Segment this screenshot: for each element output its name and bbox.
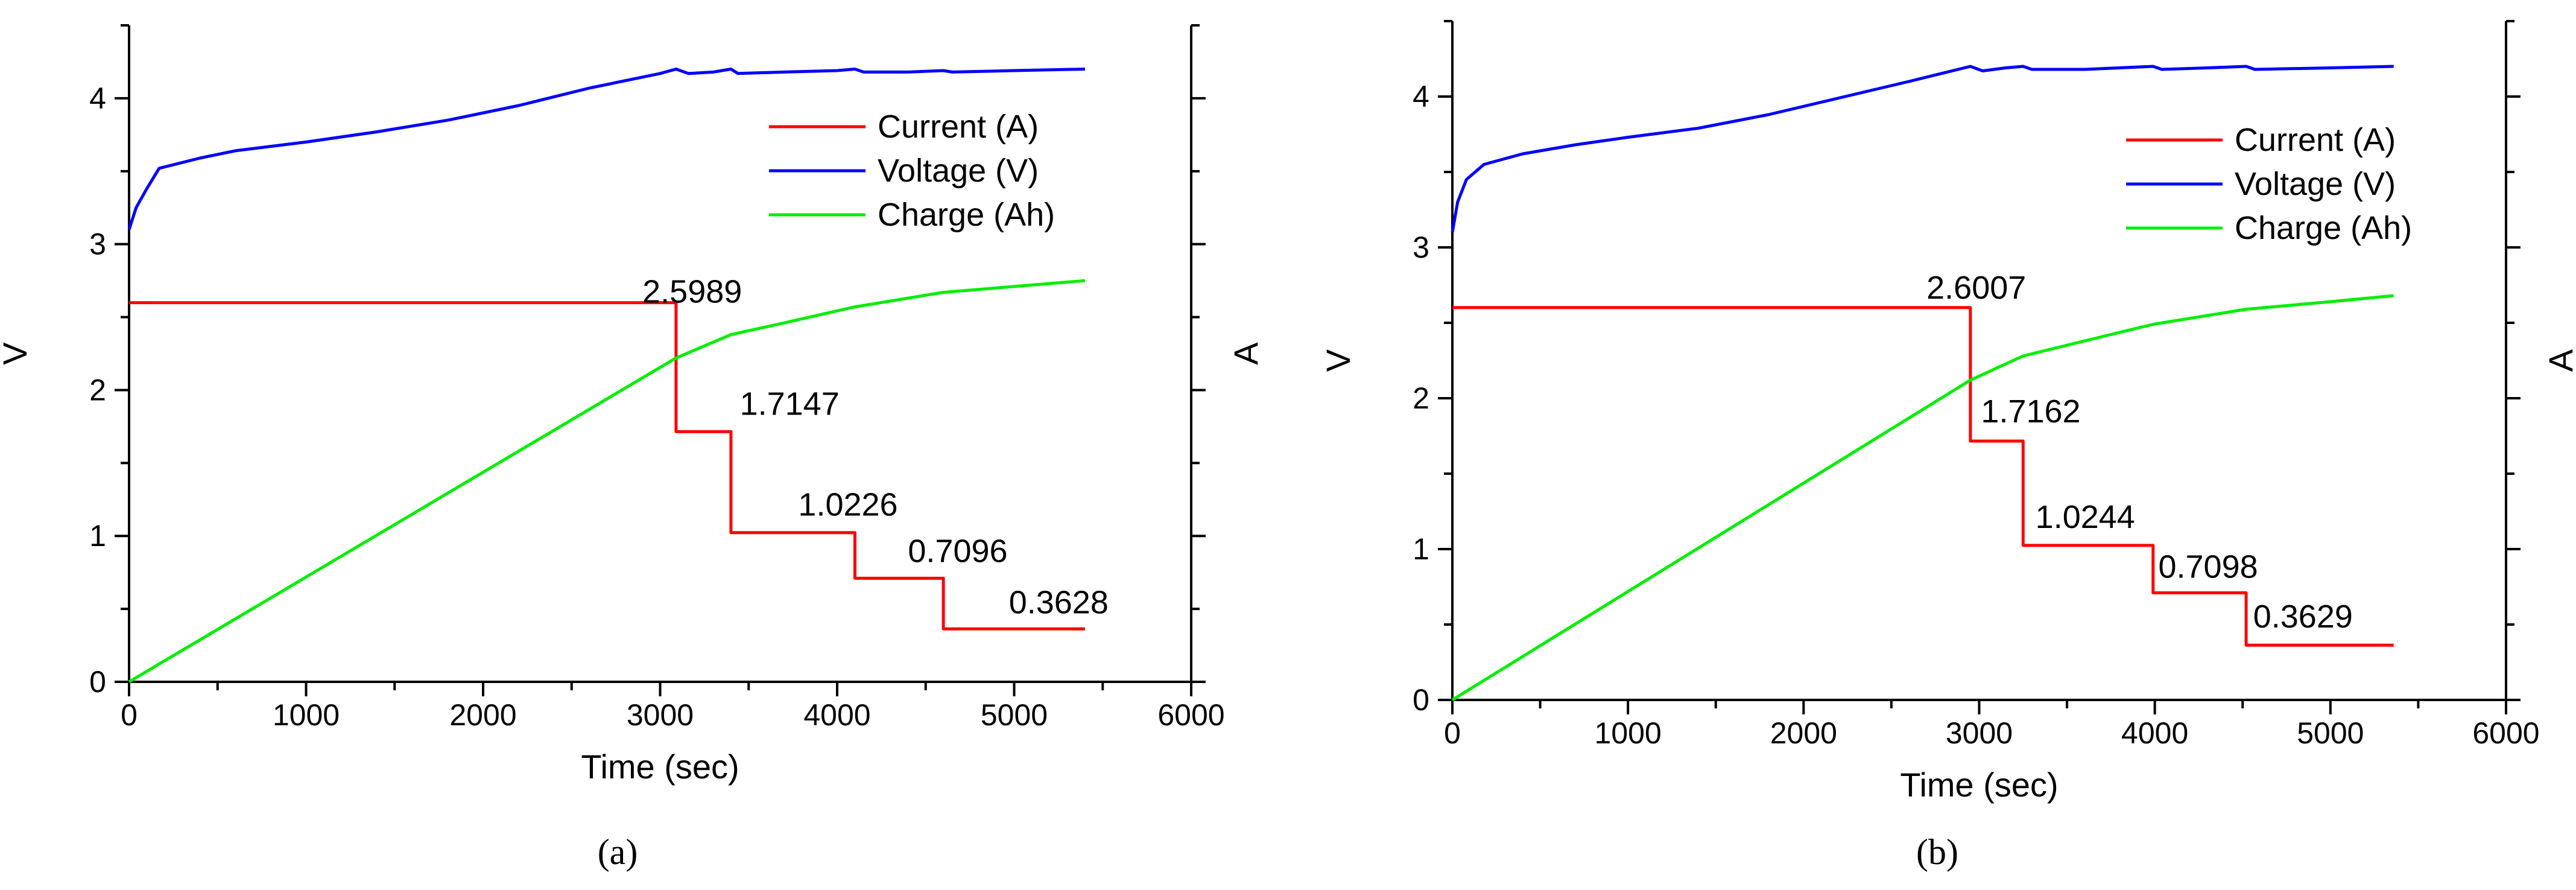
current-value-label: 0.3628 xyxy=(1009,584,1109,620)
y-tick-label: 2 xyxy=(89,373,106,407)
x-tick-label: 1000 xyxy=(1595,716,1662,750)
legend-label-voltage: Voltage (V) xyxy=(2235,166,2396,202)
x-tick-label: 3000 xyxy=(627,698,694,732)
current-value-label: 1.0244 xyxy=(2036,499,2135,535)
x-tick-label: 1000 xyxy=(273,698,340,732)
x-axis-label: Time (sec) xyxy=(581,748,739,786)
x-tick-label: 6000 xyxy=(1157,698,1224,732)
y-axis-label-left: V xyxy=(0,342,34,365)
current-value-label: 0.7096 xyxy=(908,533,1007,570)
x-tick-label: 4000 xyxy=(803,698,870,732)
series-line-voltage xyxy=(1451,65,2394,233)
y-tick-label: 3 xyxy=(89,227,106,261)
current-value-label: 1.0226 xyxy=(798,486,897,523)
current-value-label: 0.3629 xyxy=(2253,599,2353,635)
y-tick-label: 4 xyxy=(1413,80,1429,113)
series-line-voltage xyxy=(127,68,1085,230)
series-line-current xyxy=(1452,306,2394,647)
y-tick-label: 0 xyxy=(1413,683,1429,717)
x-tick-label: 4000 xyxy=(2121,716,2188,750)
y-tick-label: 4 xyxy=(89,81,106,115)
y-tick-label: 2 xyxy=(1413,381,1429,415)
legend-label-charge: Charge (Ah) xyxy=(2235,210,2412,246)
y-axis-label-right: A xyxy=(1227,342,1265,365)
current-value-label: 0.7098 xyxy=(2158,549,2258,585)
x-tick-label: 2000 xyxy=(449,698,516,732)
x-tick-label: 6000 xyxy=(2472,716,2539,750)
y-tick-label: 1 xyxy=(1413,532,1429,566)
x-tick-label: 5000 xyxy=(981,698,1048,732)
legend-label-charge: Charge (Ah) xyxy=(878,197,1055,233)
x-tick-label: 3000 xyxy=(1946,716,2013,750)
y-axis-label-right: A xyxy=(2542,349,2576,372)
current-value-label: 2.6007 xyxy=(1926,270,2026,306)
y-tick-label: 0 xyxy=(89,665,106,699)
legend-label-current: Current (A) xyxy=(878,109,1039,145)
panel-caption: (a) xyxy=(598,832,638,872)
current-value-label: 1.7147 xyxy=(740,386,840,422)
x-tick-label: 0 xyxy=(121,698,138,732)
current-value-label: 2.5989 xyxy=(642,273,742,310)
x-axis-label: Time (sec) xyxy=(1900,766,2058,804)
x-tick-label: 2000 xyxy=(1770,716,1837,750)
current-value-label: 1.7162 xyxy=(1981,393,2080,430)
legend-label-voltage: Voltage (V) xyxy=(878,153,1039,189)
y-tick-label: 3 xyxy=(1413,230,1429,264)
series-line-current xyxy=(129,301,1085,631)
x-tick-label: 0 xyxy=(1444,716,1461,750)
legend-label-current: Current (A) xyxy=(2235,122,2396,158)
series-line-charge xyxy=(128,279,1086,684)
y-axis-label-left: V xyxy=(1319,349,1357,372)
panel-caption: (b) xyxy=(1916,832,1958,872)
x-tick-label: 5000 xyxy=(2297,716,2364,750)
y-tick-label: 1 xyxy=(89,519,106,553)
series-line-charge xyxy=(1451,294,2394,702)
